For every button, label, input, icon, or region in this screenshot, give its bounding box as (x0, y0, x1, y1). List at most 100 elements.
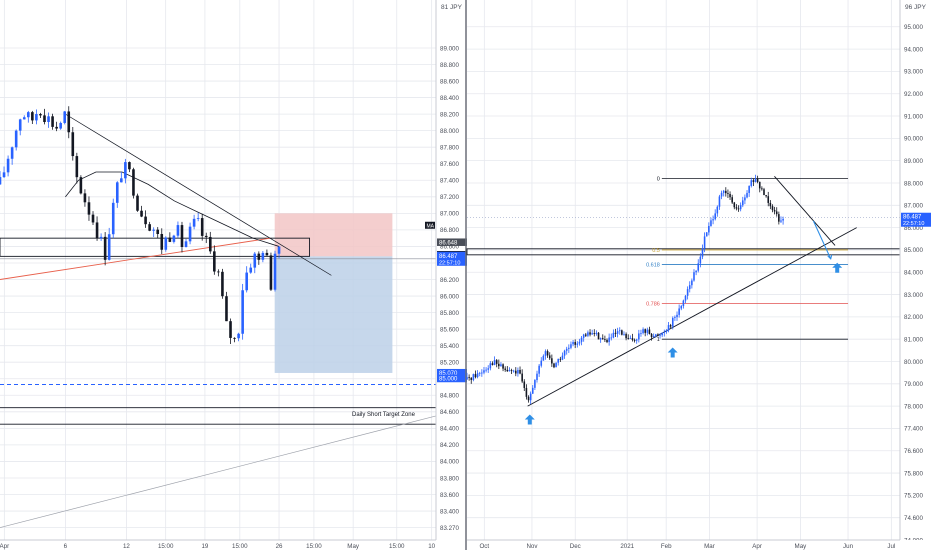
candle-body (140, 210, 143, 217)
y-tick-label: 88.400 (440, 95, 459, 102)
candle-body (655, 334, 657, 336)
candle-body (565, 348, 568, 351)
y-tick-label: 76.600 (904, 448, 923, 455)
candle-body (741, 200, 744, 206)
candle-body (59, 122, 62, 129)
price-tag-label: 85.070 (439, 371, 458, 377)
candle-body (758, 181, 761, 189)
candle-body (128, 162, 131, 170)
candle-body (769, 202, 772, 207)
y-tick-label: 75.800 (904, 470, 923, 477)
candle-body (478, 372, 481, 374)
y-tick-label: 88.600 (440, 78, 459, 85)
y-tick-label: 87.000 (904, 203, 923, 210)
y-tick-label: 85.600 (440, 326, 459, 333)
candle-body (691, 280, 693, 286)
candle-body (557, 358, 560, 363)
candle-body (568, 347, 570, 349)
candle-body (542, 355, 545, 361)
candle-body (708, 226, 710, 233)
candle-body (485, 369, 487, 371)
x-tick-label: May (347, 543, 360, 550)
price-tag-countdown: 22:57:10 (903, 221, 924, 227)
price-tag (437, 374, 467, 383)
candle-body (746, 192, 748, 198)
candle-body (570, 344, 572, 348)
y-tick-label: 74.600 (904, 515, 923, 522)
candle-body (591, 333, 593, 335)
y-tick-label: 84.600 (440, 409, 459, 416)
falling-trendline (774, 175, 836, 246)
candle-body (780, 220, 782, 222)
candle-body (514, 370, 517, 374)
candle-body (493, 360, 496, 365)
x-tick-label: 26 (276, 543, 283, 550)
y-tick-label: 85.000 (904, 247, 923, 254)
candle-body (720, 192, 723, 197)
candle-body (682, 300, 685, 307)
left-time-axis[interactable]: Apr 6 12 15:00 19 15:00 26 15:00 May 15:00 10 (0, 543, 436, 550)
candle-body (47, 116, 50, 123)
candle-body (761, 188, 763, 190)
right-chart-pane[interactable]: 0 0.5 0.618 0.786 1 95.000 94.000 93.000 92.000… (466, 0, 932, 550)
candle-body (487, 368, 490, 370)
y-tick-label: 89.000 (440, 45, 459, 52)
projection-arrowhead (827, 254, 833, 260)
y-tick-label: 95.000 (904, 24, 923, 31)
price-tag-label: 86.648 (439, 240, 458, 246)
y-tick-label: 88.200 (440, 111, 459, 118)
candle-body (555, 362, 557, 368)
x-tick-label: Apr (752, 543, 762, 550)
candle-body (631, 338, 634, 340)
candle-body (253, 253, 257, 268)
candle-body (763, 189, 765, 196)
candle-body (495, 360, 498, 364)
candle-body (642, 329, 644, 334)
candle-body (576, 343, 579, 345)
candle-body (663, 331, 666, 333)
y-tick-label: 91.000 (904, 113, 923, 120)
candle-body (71, 132, 75, 157)
x-tick-label: 19 (201, 543, 208, 550)
candle-body (650, 333, 653, 337)
candle-body (2, 172, 6, 178)
y-tick-label: 84.000 (904, 270, 923, 277)
candle-body (604, 339, 606, 341)
fib-level-label: 0.786 (646, 301, 660, 307)
left-drawing-lines (0, 113, 437, 528)
candle-body (200, 218, 204, 236)
y-tick-label: 85.200 (440, 360, 459, 367)
candle-body (148, 224, 151, 231)
candle-body (574, 342, 576, 345)
candle-body (184, 241, 188, 248)
candle-body (684, 295, 687, 301)
price-tag (901, 212, 931, 227)
fib-level-label: 0 (657, 177, 660, 183)
right-time-axis[interactable]: Oct Nov Dec 2021 Feb Mar Apr May Jun Jul (479, 543, 895, 550)
x-tick-label: May (795, 543, 808, 550)
candle-body (6, 158, 10, 173)
candle-body (176, 225, 180, 236)
candle-body (156, 229, 160, 234)
candle-body (582, 334, 585, 338)
fib-level-label: 0.618 (646, 262, 660, 268)
candle-body (124, 162, 127, 179)
candle-body (213, 251, 216, 272)
candle-body (616, 331, 619, 334)
fib-level-label: 0.5 (652, 248, 660, 254)
candle-body (95, 222, 99, 239)
candle-body (221, 271, 224, 297)
candle-body (597, 332, 600, 340)
y-tick-label: 81.000 (904, 336, 923, 343)
candle-body (665, 330, 668, 332)
y-tick-label: 83.800 (440, 475, 459, 482)
y-tick-label: 83.600 (440, 492, 459, 499)
candle-body (580, 337, 583, 342)
candle-body (160, 233, 164, 250)
candle-body (476, 373, 479, 378)
left-chart-pane[interactable]: Daily Short Target Zone 89.000 88.800 88.6… (0, 0, 467, 550)
candle-body (261, 252, 265, 260)
candle-body (63, 111, 67, 123)
candle-body (192, 218, 196, 227)
candle-body (168, 237, 172, 242)
